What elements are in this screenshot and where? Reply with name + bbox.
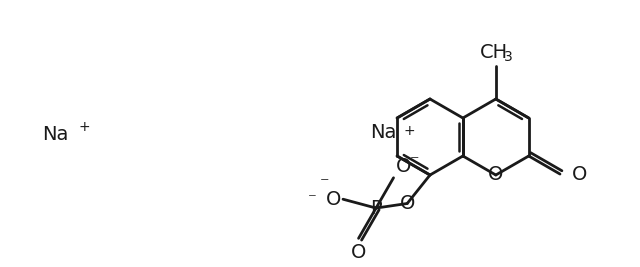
- Text: O: O: [326, 190, 341, 209]
- Text: O: O: [488, 166, 504, 184]
- Text: 3: 3: [504, 50, 512, 64]
- Text: ⁻: ⁻: [319, 175, 329, 193]
- Text: P: P: [370, 199, 382, 218]
- Text: ⁻: ⁻: [410, 153, 419, 171]
- Text: ⁻: ⁻: [308, 190, 317, 208]
- Text: O: O: [399, 194, 415, 213]
- Text: +: +: [79, 120, 91, 134]
- Text: O: O: [572, 164, 588, 183]
- Text: Na: Na: [371, 123, 397, 142]
- Text: O: O: [351, 243, 366, 262]
- Text: +: +: [404, 124, 415, 138]
- Text: Na: Na: [42, 124, 68, 143]
- Text: CH: CH: [480, 42, 508, 62]
- Text: O: O: [396, 157, 411, 176]
